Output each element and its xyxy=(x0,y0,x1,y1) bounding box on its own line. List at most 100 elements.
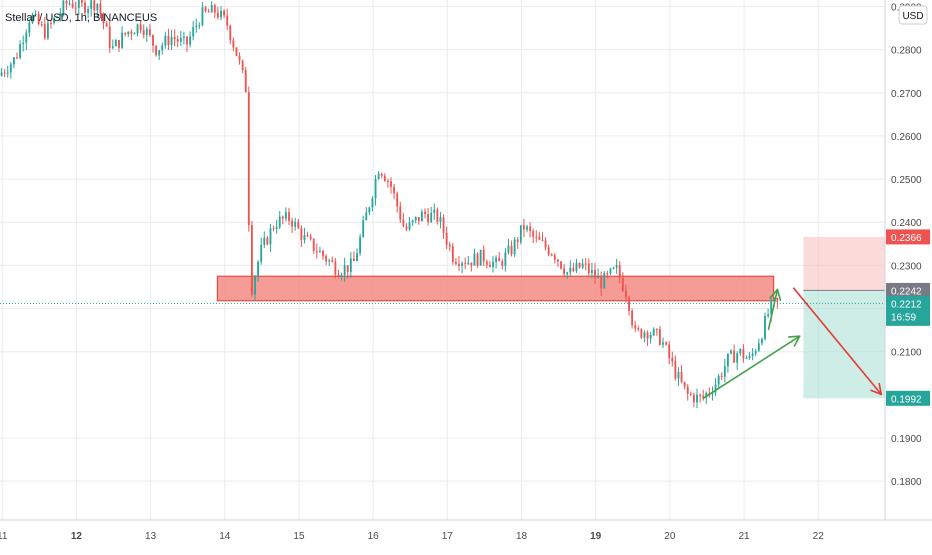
candle xyxy=(708,387,711,398)
support-trendline-arrow[interactable] xyxy=(702,335,801,400)
candle xyxy=(742,344,745,363)
candle xyxy=(445,226,448,250)
candle-body xyxy=(59,13,62,17)
candle-body xyxy=(461,263,464,266)
candle xyxy=(241,59,244,74)
candle-body xyxy=(597,276,600,279)
candle xyxy=(399,201,402,223)
candle xyxy=(223,9,226,19)
candle-body xyxy=(111,46,114,48)
candle-body xyxy=(173,36,176,40)
candle xyxy=(43,17,46,41)
candle xyxy=(668,341,671,365)
candle-body xyxy=(337,274,340,278)
projection-down-arrow[interactable] xyxy=(792,287,883,396)
x-tick-label: 22 xyxy=(813,531,825,542)
candle-body xyxy=(454,261,457,264)
candle-body xyxy=(114,40,117,47)
candle-body xyxy=(133,33,136,35)
candle-body xyxy=(708,392,711,394)
candle xyxy=(164,31,167,49)
candle xyxy=(498,252,501,262)
candle xyxy=(686,384,689,401)
candle xyxy=(730,349,732,355)
stop-loss-zone[interactable] xyxy=(803,236,885,291)
candle-body xyxy=(303,235,306,240)
candle-body xyxy=(278,216,281,227)
candle-body xyxy=(349,258,352,272)
candle-body xyxy=(575,263,578,271)
currency-button[interactable]: USD xyxy=(898,5,928,25)
candle xyxy=(631,308,634,329)
candle xyxy=(674,355,677,381)
candle xyxy=(356,248,358,262)
candle xyxy=(362,215,365,238)
currency-label[interactable]: USD xyxy=(902,11,923,22)
candle xyxy=(213,3,216,18)
candle xyxy=(458,256,460,271)
candle xyxy=(563,263,566,277)
candle-body xyxy=(677,372,680,379)
candle xyxy=(671,351,674,367)
candle xyxy=(547,244,550,257)
candle-body xyxy=(383,175,386,182)
candle-body xyxy=(553,255,556,260)
candle xyxy=(544,237,547,251)
candle xyxy=(538,232,541,241)
candle-body xyxy=(334,261,337,275)
candle-body xyxy=(254,276,256,295)
candle xyxy=(68,0,71,6)
candle xyxy=(65,0,68,11)
candle-body xyxy=(427,214,430,223)
candle xyxy=(19,40,22,60)
candle-body xyxy=(204,7,207,12)
candle-body xyxy=(751,353,754,357)
price-labels-layer: 0.2366 0.2242 0.2212 16:59 0.1992 xyxy=(886,229,930,406)
candle-body xyxy=(223,10,226,16)
candle-body xyxy=(396,193,399,207)
candle xyxy=(634,320,637,333)
candle xyxy=(71,0,74,9)
candle-body xyxy=(170,36,173,45)
candle xyxy=(136,23,139,37)
candle-body xyxy=(408,222,411,230)
x-tick-label: 11 xyxy=(0,531,8,542)
candle xyxy=(158,49,161,60)
candle xyxy=(133,32,136,35)
candle xyxy=(161,42,164,55)
candle xyxy=(9,62,12,79)
candle xyxy=(479,249,482,266)
candle xyxy=(272,225,275,232)
candle xyxy=(383,173,386,182)
x-tick-label: 19 xyxy=(590,531,602,542)
candle-body xyxy=(136,24,139,34)
candle-body xyxy=(16,57,18,59)
candle xyxy=(408,217,411,232)
candle-body xyxy=(43,24,46,39)
candle-body xyxy=(699,394,702,396)
candle-body xyxy=(96,3,99,11)
take-profit-zone[interactable] xyxy=(803,290,885,399)
candle xyxy=(764,312,766,341)
candle xyxy=(318,246,321,253)
candle xyxy=(50,19,52,29)
candle xyxy=(390,177,392,194)
candle-body xyxy=(683,381,686,387)
resistance-zone[interactable] xyxy=(216,275,775,302)
candle xyxy=(238,52,241,65)
candle xyxy=(603,270,606,289)
resistance-zone-layer xyxy=(0,236,885,399)
candle-body xyxy=(637,328,640,330)
candle-body xyxy=(730,350,732,354)
candle xyxy=(244,66,247,93)
projection-up-arrow[interactable] xyxy=(767,288,782,331)
candle xyxy=(331,256,334,263)
candle-body xyxy=(371,198,374,208)
candle-body xyxy=(541,239,544,241)
candle xyxy=(102,12,105,30)
candle xyxy=(720,372,723,380)
candle-body xyxy=(380,173,383,176)
candle xyxy=(155,45,158,57)
candle-body xyxy=(473,253,476,266)
